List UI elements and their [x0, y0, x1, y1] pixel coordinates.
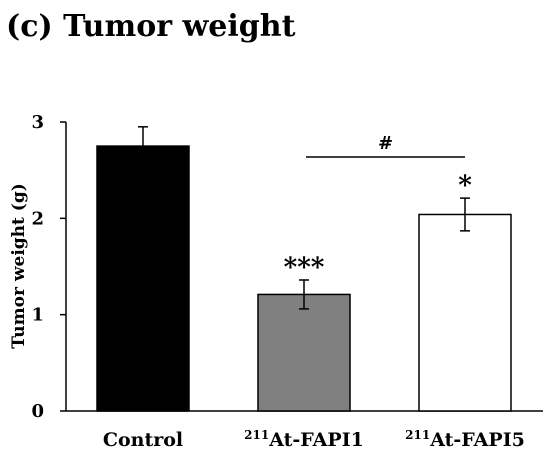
category-name: Control — [103, 429, 183, 451]
bar — [418, 213, 512, 412]
bracket-label: # — [378, 133, 393, 154]
y-tick-label: 2 — [31, 208, 44, 229]
significance-marker: *** — [284, 253, 325, 283]
y-tick-label: 0 — [31, 401, 44, 422]
bars — [96, 126, 512, 412]
category-superscript: 211 — [405, 428, 430, 442]
category-name: At-FAPI5 — [429, 429, 525, 451]
category-superscript: 211 — [244, 428, 269, 442]
category-name: At-FAPI1 — [268, 429, 364, 451]
chart-title: (c) Tumor weight — [6, 9, 296, 44]
bar — [96, 145, 190, 412]
y-tick-label: 3 — [31, 112, 44, 133]
x-axis-labels: Control 211At-FAPI1 211At-FAPI5 — [103, 428, 525, 451]
y-tick-label: 1 — [31, 305, 44, 326]
y-axis-label: Tumor weight (g) — [9, 183, 29, 349]
category-label: Control — [103, 429, 183, 451]
category-label: 211At-FAPI1 — [244, 428, 364, 451]
bar — [257, 293, 351, 412]
annotations: ****# — [284, 133, 473, 283]
significance-marker: * — [458, 171, 472, 201]
category-label: 211At-FAPI5 — [405, 428, 525, 451]
